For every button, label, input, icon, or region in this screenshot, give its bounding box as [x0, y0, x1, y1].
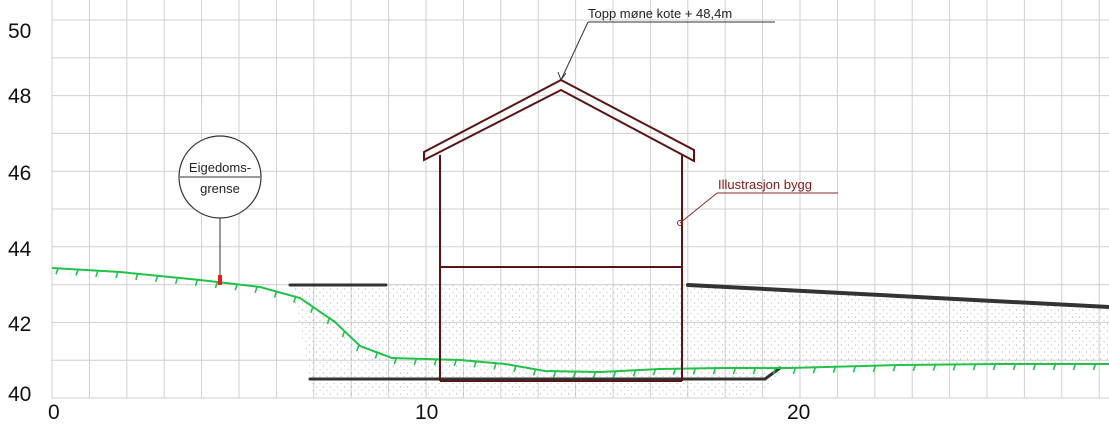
terrain-tick [912, 364, 917, 372]
terrain-tick [872, 365, 877, 372]
terrain-tick [341, 330, 346, 338]
terrain-tick [356, 344, 360, 352]
terrain-tick [772, 367, 777, 375]
terrain-tick [513, 365, 517, 373]
terrain-tick [652, 368, 657, 376]
terrain-tick [214, 281, 219, 289]
terrain-tick [174, 277, 179, 285]
x-tick-label: 0 [48, 401, 60, 424]
terrain-tick [1092, 363, 1097, 371]
y-tick-label: 50 [8, 20, 31, 43]
roof-top-callout [557, 21, 775, 81]
terrain-tick [1052, 363, 1057, 371]
terrain-tick [234, 284, 238, 291]
y-tick-label: 44 [8, 238, 32, 261]
terrain-tick [732, 367, 737, 375]
y-tick-label: 42 [8, 313, 31, 336]
x-tick-label: 10 [415, 401, 438, 424]
terrain-tick [552, 370, 557, 378]
boundary-marker [218, 275, 222, 285]
terrain-tick [433, 359, 438, 366]
terrain-tick [115, 271, 119, 279]
terrain-tick [374, 352, 379, 359]
terrain-tick [812, 367, 817, 374]
terrain-tick [932, 364, 937, 371]
terrain-tick [310, 306, 314, 314]
roof [423, 78, 695, 163]
x-axis-labels: 0 10 20 [48, 401, 810, 424]
boundary-label-line2: grense [200, 181, 240, 196]
terrain-tick [692, 368, 697, 375]
y-axis-labels: 50 48 46 44 42 40 [8, 20, 32, 406]
terrain-tick [712, 367, 717, 375]
terrain-tick [592, 371, 597, 379]
terrain-tick [992, 363, 997, 371]
terrain-tick [792, 367, 797, 375]
terrain-tick [832, 366, 837, 374]
terrain-tick [95, 270, 99, 277]
terrain-tick [1032, 363, 1037, 371]
terrain-tick [1012, 363, 1017, 371]
terrain-tick [194, 279, 199, 286]
terrain-tick [493, 362, 497, 370]
terrain-tick [572, 371, 577, 378]
boundary-label-line1: Eigedoms- [189, 160, 251, 175]
terrain-tick [135, 273, 139, 281]
terrain-tick [55, 268, 59, 275]
y-tick-label: 46 [8, 162, 31, 185]
roof-top-label: Topp møne kote + 48,4m [588, 6, 732, 21]
terrain-tick [752, 367, 757, 375]
terrain-tick [413, 358, 418, 365]
terrain-tick [852, 365, 857, 373]
y-tick-label: 40 [8, 383, 31, 406]
terrain-tick [473, 361, 477, 368]
building-callout [677, 192, 838, 226]
terrain-tick [254, 286, 258, 293]
terrain-tick [952, 364, 957, 371]
terrain-tick [154, 275, 159, 283]
terrain-tick [632, 369, 637, 377]
terrain-hatch [55, 268, 1097, 379]
terrain-tick [75, 269, 79, 276]
terrain-tick [532, 369, 537, 376]
terrain-tick [1072, 363, 1077, 371]
terrain-tick [672, 368, 677, 375]
existing-terrain-line [51, 267, 1109, 374]
terrain-tick [326, 317, 331, 325]
building-outline [423, 78, 695, 382]
terrain-tick [292, 296, 297, 304]
terrain-tick [892, 364, 897, 372]
building-label: Illustrasjon bygg [718, 177, 812, 192]
x-tick-label: 20 [787, 401, 810, 424]
terrain-tick [393, 357, 398, 365]
new-terrain-line [288, 283, 1109, 381]
terrain-tick [612, 370, 617, 378]
property-boundary-symbol: Eigedoms- grense [178, 135, 262, 285]
terrain-tick [273, 291, 278, 298]
terrain-tick [453, 359, 458, 367]
terrain-tick [972, 363, 977, 371]
y-tick-label: 48 [8, 85, 31, 108]
